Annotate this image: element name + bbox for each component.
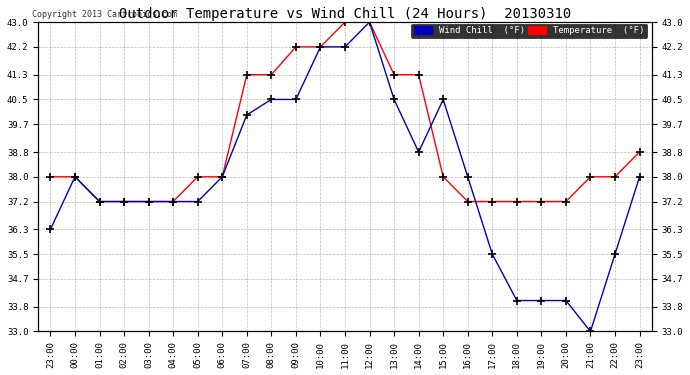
Title: Outdoor Temperature vs Wind Chill (24 Hours)  20130310: Outdoor Temperature vs Wind Chill (24 Ho… — [119, 7, 571, 21]
Text: Copyright 2013 Cartronics.com: Copyright 2013 Cartronics.com — [32, 10, 177, 19]
Legend: Wind Chill  (°F), Temperature  (°F): Wind Chill (°F), Temperature (°F) — [411, 24, 647, 38]
